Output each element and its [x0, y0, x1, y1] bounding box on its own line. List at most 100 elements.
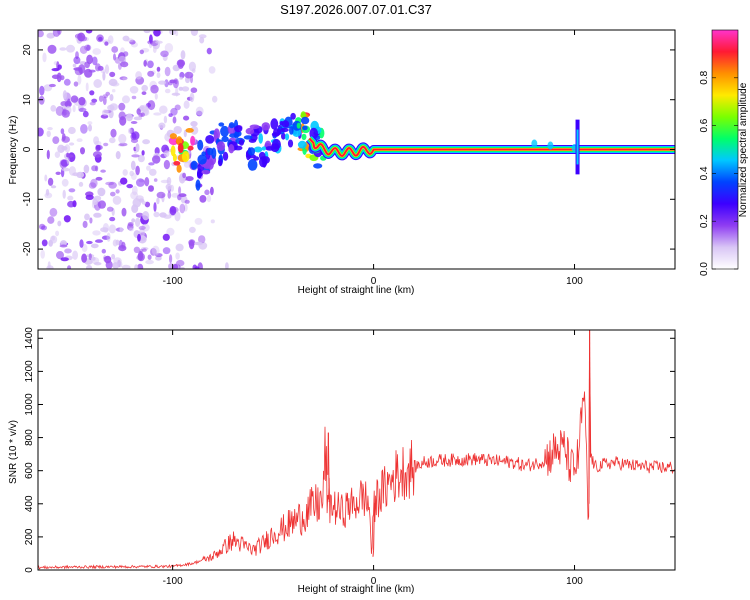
noise-blob	[59, 47, 67, 51]
noise-blob	[144, 177, 150, 187]
spectrogram-xlabel: Height of straight line (km)	[298, 285, 415, 296]
spectrogram-ytick-label: -20	[22, 241, 33, 256]
ridge-blob	[273, 128, 282, 136]
colorbar-tick-label: 0.2	[699, 214, 710, 228]
noise-blob	[162, 247, 171, 255]
noise-blob	[98, 95, 104, 102]
noise-blob	[150, 84, 159, 94]
noise-blob	[72, 250, 78, 260]
noise-blob	[143, 60, 147, 67]
noise-blob	[137, 263, 144, 269]
noise-blob	[102, 71, 106, 81]
snr-marks	[38, 330, 675, 570]
noise-blob	[38, 30, 44, 38]
noise-blob	[47, 127, 53, 131]
noise-blob	[57, 30, 62, 35]
noise-blob	[69, 142, 75, 146]
noise-blob	[91, 256, 96, 261]
noise-blob	[56, 72, 62, 83]
noise-blob	[136, 108, 141, 115]
noise-blob	[164, 43, 174, 53]
noise-blob	[47, 177, 54, 186]
ridge-blob	[229, 133, 238, 138]
noise-blob	[55, 230, 60, 237]
ridge-blob	[247, 159, 258, 171]
noise-blob	[109, 137, 116, 144]
noise-blob	[67, 195, 74, 201]
ridge-blob	[247, 147, 256, 156]
spectrogram-ylabel: Frequency (Hz)	[8, 116, 19, 185]
noise-blob	[82, 220, 88, 228]
noise-blob	[133, 246, 141, 253]
noise-blob	[206, 195, 212, 203]
noise-blob	[92, 198, 98, 206]
noise-blob	[100, 169, 106, 173]
spectrogram-marks	[38, 30, 675, 269]
noise-blob	[88, 253, 92, 261]
noise-blob	[176, 259, 185, 267]
noise-blob	[178, 86, 184, 91]
ridge-blob	[220, 125, 230, 137]
ridge-blob	[213, 128, 220, 141]
ridge-blob	[253, 156, 260, 161]
ridge-blob	[249, 124, 260, 130]
ridge-disturbance	[531, 139, 538, 148]
noise-blob	[199, 195, 207, 203]
noise-blob	[142, 211, 150, 221]
noise-blob	[142, 139, 151, 145]
noise-blob	[46, 32, 55, 39]
noise-blob	[137, 154, 145, 163]
noise-blob	[122, 77, 128, 81]
noise-blob	[89, 217, 93, 224]
noise-blob	[97, 187, 106, 197]
noise-blob	[122, 95, 130, 104]
noise-blob	[89, 90, 95, 96]
noise-blob	[86, 265, 93, 269]
ridge-blob	[197, 139, 204, 151]
noise-blob	[126, 38, 134, 43]
noise-blob	[98, 36, 103, 42]
noise-blob	[40, 249, 45, 259]
noise-blob	[95, 239, 103, 243]
snr-xlabel: Height of straight line (km)	[298, 584, 415, 595]
noise-blob	[121, 264, 131, 269]
ridge-blob	[197, 154, 207, 165]
noise-blob	[135, 71, 143, 80]
noise-blob	[61, 178, 69, 187]
noise-blob	[83, 164, 90, 174]
noise-blob	[167, 191, 172, 199]
noise-blob	[51, 235, 55, 241]
noise-blob	[107, 104, 115, 111]
noise-blob	[162, 233, 170, 241]
noise-blob	[76, 138, 83, 143]
noise-blob	[147, 100, 156, 111]
noise-blob	[163, 115, 168, 124]
ridge-blob	[218, 122, 225, 127]
noise-blob	[113, 53, 116, 61]
noise-blob	[135, 195, 144, 201]
noise-blob	[139, 49, 144, 55]
noise-blob	[92, 56, 98, 66]
noise-blob	[70, 95, 79, 103]
ridge-blob	[258, 133, 264, 144]
ridge-blob	[216, 141, 226, 152]
noise-blob	[77, 104, 84, 112]
noise-blob	[115, 189, 120, 194]
noise-blob	[149, 168, 157, 176]
noise-blob	[147, 70, 155, 77]
ridge-blob	[228, 122, 235, 129]
noise-blob	[135, 217, 141, 227]
noise-blob	[125, 113, 133, 122]
ridge-blob	[176, 164, 182, 173]
noise-blob	[195, 106, 204, 116]
ridge-blob	[170, 145, 176, 157]
noise-blob	[173, 263, 178, 269]
noise-blob	[57, 220, 62, 227]
noise-blob	[182, 172, 187, 179]
noise-blob	[160, 179, 170, 184]
noise-blob	[39, 85, 45, 96]
noise-blob	[72, 200, 77, 208]
spectrogram-xtick-label: -100	[163, 276, 183, 287]
ridge-blob	[190, 160, 198, 170]
spectrogram-ytick-label: 10	[22, 94, 33, 106]
